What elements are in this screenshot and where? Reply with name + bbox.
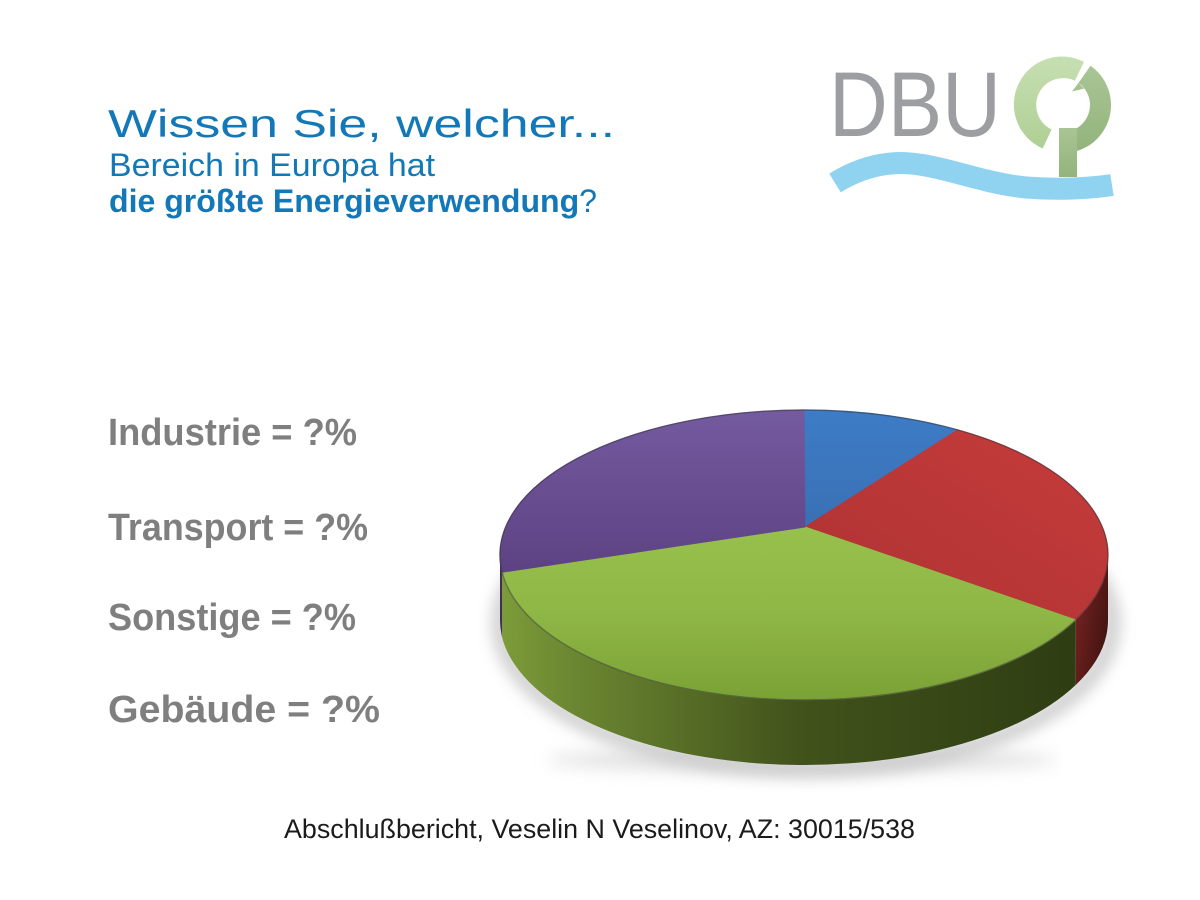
svg-text:Abschlußbericht, Veselin N Ves: Abschlußbericht, Veselin N Veselinov, AZ… — [284, 814, 915, 844]
svg-text:Transport = ?%: Transport = ?% — [108, 507, 368, 549]
svg-text:DBU: DBU — [829, 54, 1001, 156]
svg-text:Wissen Sie, welcher...: Wissen Sie, welcher... — [108, 103, 615, 146]
svg-text:die größte Energieverwendung?: die größte Energieverwendung? — [109, 183, 597, 219]
svg-text:Bereich in Europa hat: Bereich in Europa hat — [109, 147, 435, 183]
svg-text:Industrie = ?%: Industrie = ?% — [108, 412, 357, 454]
svg-text:Gebäude = ?%: Gebäude = ?% — [108, 689, 380, 731]
svg-text:Sonstige = ?%: Sonstige = ?% — [108, 597, 356, 639]
